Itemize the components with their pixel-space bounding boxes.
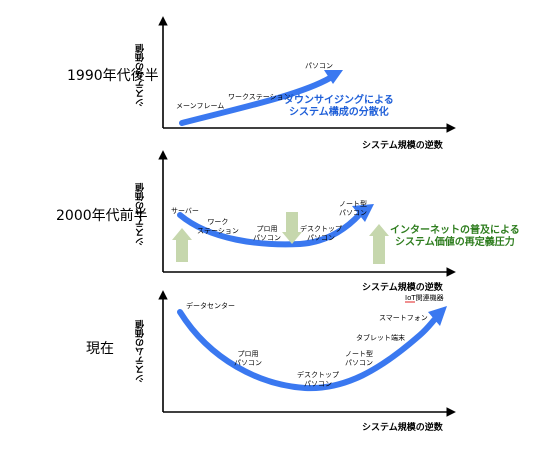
era-label-2000s: 2000年代前半 (56, 208, 148, 224)
panel-3-label-pro-pc-line-1: プロ用 (237, 350, 259, 358)
panel-2-label-workstation-line-1: ワーク (207, 218, 229, 226)
panel-2-axes (158, 150, 456, 277)
panel-1-label-pc: パソコン (305, 62, 333, 70)
panel-2-label-pro-pc-line-2: パソコン (253, 234, 281, 242)
era-label-present: 現在 (86, 341, 114, 357)
panel-1-y-axis-label: システムの価値 (136, 44, 146, 107)
panel-2-label-pro-pc: プロ用 パソコン (253, 225, 281, 243)
panel-2-label-server: サーバー (171, 207, 199, 215)
panel-2-label-workstation: ワーク ステーション (197, 218, 239, 236)
panel-2-note-line-1: インターネットの普及による (390, 225, 520, 236)
panel-1-note: ダウンサイジングによる システム構成の分散化 (284, 95, 394, 119)
panel-3-x-axis-label: システム規模の逆数 (362, 423, 443, 433)
panel-2-label-pro-pc-line-1: プロ用 (256, 225, 278, 233)
panel-3-label-desktop-pc-line-1: デスクトップ (297, 371, 339, 379)
panel-2-y-axis-label: システムの価値 (136, 183, 146, 246)
panel-3-label-iot: IoT関連機器 (405, 294, 444, 302)
panel-2-label-desktop-pc: デスクトップ パソコン (300, 225, 342, 243)
panel-3-label-tablet: タブレット端末 (356, 334, 405, 342)
panel-1-trend-arrow (179, 70, 343, 126)
panel-2-note: インターネットの普及による システム価値の再定義圧力 (390, 225, 520, 249)
panel-3-axes (158, 290, 456, 417)
panel-3-y-axis-label: システムの価値 (136, 320, 146, 383)
panel-1-label-mainframe: メーンフレーム (176, 102, 225, 110)
panel-2-trend-arrow (177, 204, 374, 248)
panel-3-label-pro-pc: プロ用 パソコン (234, 350, 262, 368)
panel-3-label-notebook-pc-line-2: パソコン (345, 359, 373, 367)
panel-2-label-workstation-line-2: ステーション (197, 227, 239, 235)
panel-1-label-workstation: ワークステーション (228, 93, 291, 101)
panel-1-axes (158, 16, 456, 133)
panel-3-trend-arrow (177, 306, 447, 392)
panel-3-label-smartphone: スマートフォン (379, 314, 428, 322)
panel-1-note-line-1: ダウンサイジングによる (284, 95, 394, 106)
panel-3-label-pro-pc-line-2: パソコン (234, 359, 262, 367)
panel-3-label-datacenter: データセンター (186, 302, 235, 310)
panel-2-label-notebook-pc-line-2: パソコン (339, 209, 367, 217)
era-label-1990s: 1990年代後半 (67, 68, 159, 84)
panel-2-label-notebook-pc-line-1: ノート型 (339, 200, 367, 208)
panel-1-x-axis-label: システム規模の逆数 (362, 141, 443, 151)
panel-2-x-axis-label: システム規模の逆数 (362, 283, 443, 293)
panel-2-pressure-arrows (172, 212, 389, 264)
panel-3-label-desktop-pc-line-2: パソコン (304, 380, 332, 388)
panel-3-label-notebook-pc-line-1: ノート型 (345, 350, 373, 358)
panel-1-note-line-2: システム構成の分散化 (289, 107, 389, 118)
panel-2-label-notebook-pc: ノート型 パソコン (339, 200, 367, 218)
panel-2-note-line-2: システム価値の再定義圧力 (395, 237, 515, 248)
panel-3-label-notebook-pc: ノート型 パソコン (345, 350, 373, 368)
panel-3-label-desktop-pc: デスクトップ パソコン (297, 371, 339, 389)
panel-2-label-desktop-pc-line-1: デスクトップ (300, 225, 342, 233)
panel-2-label-desktop-pc-line-2: パソコン (307, 234, 335, 242)
